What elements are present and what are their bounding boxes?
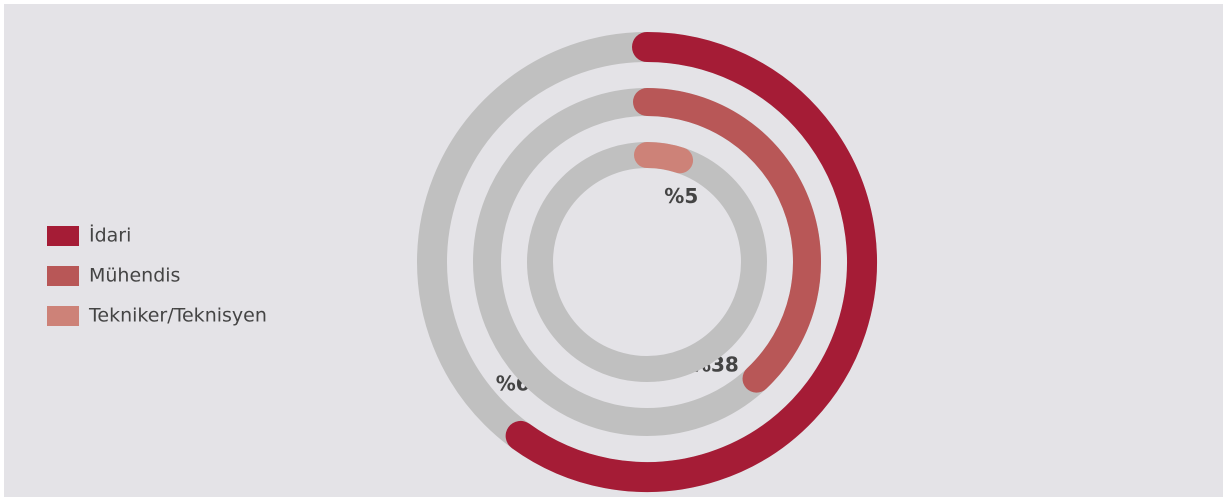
- legend-label: Mühendis: [89, 265, 180, 287]
- value-label: %5: [664, 184, 698, 208]
- arc-bar: [505, 32, 877, 492]
- legend-swatch: [47, 226, 79, 246]
- legend-swatch: [47, 266, 79, 286]
- arc-bar: [633, 88, 821, 393]
- legend-label: İdari: [89, 224, 131, 247]
- arc-bar: [634, 142, 694, 174]
- legend-swatch: [47, 306, 79, 326]
- legend-label: Tekniker/Teknisyen: [88, 305, 267, 327]
